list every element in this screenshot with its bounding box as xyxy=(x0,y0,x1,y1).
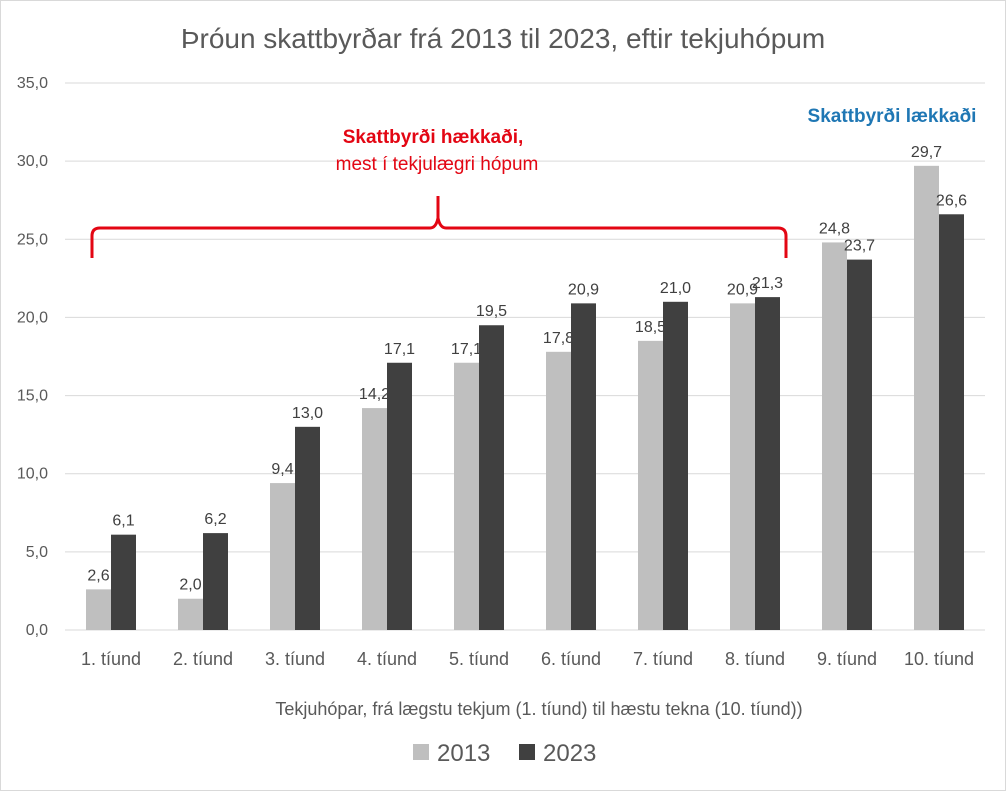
bar-2023 xyxy=(939,214,964,630)
data-label-2023: 23,7 xyxy=(844,238,875,255)
y-tick-label: 20,0 xyxy=(17,309,48,326)
bar-2013 xyxy=(454,362,479,630)
bar-2023 xyxy=(479,325,504,630)
annotation-increase-line1: Skattbyrði hækkaði, xyxy=(343,127,524,148)
bar-2023 xyxy=(295,426,320,630)
data-label-2023: 20,9 xyxy=(568,281,599,298)
y-axis-ticks: 0,0 5,0 10,0 15,0 20,0 25,0 30,0 35,0 xyxy=(17,75,48,639)
data-label-2013: 2,0 xyxy=(179,577,201,594)
bar-2013 xyxy=(730,303,755,630)
x-category-label: 10. tíund xyxy=(904,649,974,669)
bar-2013 xyxy=(178,598,203,630)
annotation-increase-line2: mest í tekjulægri hópum xyxy=(336,154,539,175)
data-label-2013: 24,8 xyxy=(819,220,850,237)
bar-2013 xyxy=(270,483,295,630)
x-category-label: 8. tíund xyxy=(725,649,785,669)
annotation-decrease: Skattbyrði lækkaði xyxy=(808,106,977,127)
data-label-2023: 21,0 xyxy=(660,280,691,297)
bar-2013 xyxy=(822,242,847,630)
data-label-2023: 6,2 xyxy=(204,511,226,528)
y-tick-label: 35,0 xyxy=(17,75,48,92)
data-label-2023: 17,1 xyxy=(384,341,415,358)
data-label-2013: 20,9 xyxy=(727,281,758,298)
x-category-label: 4. tíund xyxy=(357,649,417,669)
bar-2023 xyxy=(571,303,596,630)
bar-2023 xyxy=(111,534,136,630)
bar-2023 xyxy=(663,301,688,630)
data-label-2023: 6,1 xyxy=(112,513,134,530)
bar-2023 xyxy=(847,259,872,630)
data-label-2013: 2,6 xyxy=(87,567,109,584)
bar-2023 xyxy=(203,533,228,630)
increase-bracket xyxy=(90,196,788,258)
y-tick-label: 5,0 xyxy=(26,544,48,561)
data-label-2013: 17,8 xyxy=(543,330,574,347)
x-axis-label: Tekjuhópar, frá lægstu tekjum (1. tíund)… xyxy=(275,699,802,719)
data-label-2013: 18,5 xyxy=(635,319,666,336)
x-category-label: 7. tíund xyxy=(633,649,693,669)
x-axis-categories: 1. tíund 2. tíund 3. tíund 4. tíund 5. tíund… xyxy=(81,649,974,669)
data-label-2023: 13,0 xyxy=(292,405,323,422)
data-label-2013: 14,2 xyxy=(359,386,390,403)
x-category-label: 5. tíund xyxy=(449,649,509,669)
y-tick-label: 0,0 xyxy=(26,622,48,639)
x-category-label: 2. tíund xyxy=(173,649,233,669)
legend-label-2013: 2013 xyxy=(437,740,490,767)
legend-swatch-2023 xyxy=(519,744,535,760)
y-tick-label: 15,0 xyxy=(17,388,48,405)
data-label-2023: 19,5 xyxy=(476,303,507,320)
bar-2023 xyxy=(387,362,412,630)
x-category-label: 9. tíund xyxy=(817,649,877,669)
y-tick-label: 10,0 xyxy=(17,466,48,483)
legend: 2013 2023 xyxy=(413,740,596,767)
bar-2013 xyxy=(638,340,663,630)
data-label-2023: 21,3 xyxy=(752,275,783,292)
bars xyxy=(86,165,964,630)
x-category-label: 1. tíund xyxy=(81,649,141,669)
x-category-label: 3. tíund xyxy=(265,649,325,669)
data-labels: 2,6 6,1 2,0 6,2 9,4 13,0 14,2 17,1 17,1 19,5 17,8 2… xyxy=(87,144,967,594)
data-label-2013: 9,4 xyxy=(271,461,293,478)
legend-label-2023: 2023 xyxy=(543,740,596,767)
data-label-2023: 26,6 xyxy=(936,192,967,209)
y-tick-label: 30,0 xyxy=(17,153,48,170)
bar-2013 xyxy=(914,165,939,630)
bar-2013 xyxy=(362,408,387,630)
bar-2013 xyxy=(86,589,111,630)
legend-swatch-2013 xyxy=(413,744,429,760)
data-label-2013: 17,1 xyxy=(451,341,482,358)
data-label-2013: 29,7 xyxy=(911,144,942,161)
y-tick-label: 25,0 xyxy=(17,231,48,248)
bar-2013 xyxy=(546,351,571,630)
bar-2023 xyxy=(755,297,780,630)
x-category-label: 6. tíund xyxy=(541,649,601,669)
chart-title: Þróun skattbyrðar frá 2013 til 2023, eft… xyxy=(181,23,825,54)
